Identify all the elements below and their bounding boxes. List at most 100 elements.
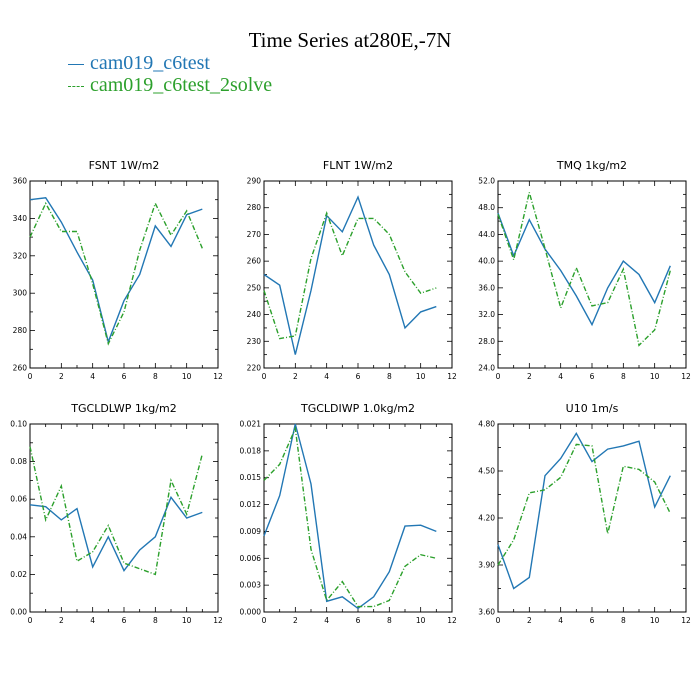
y-tick-label: 4.80 <box>478 420 495 429</box>
x-tick-label: 10 <box>650 372 660 381</box>
y-tick-label: 260 <box>13 364 28 373</box>
x-tick-label: 2 <box>59 616 64 625</box>
series-line-1 <box>497 432 671 590</box>
panel-title: U10 1m/s <box>566 402 619 415</box>
x-tick-label: 6 <box>356 372 361 381</box>
series-line-1 <box>497 212 671 327</box>
x-tick-label: 6 <box>590 616 595 625</box>
y-tick-label: 290 <box>247 177 262 186</box>
y-tick-label: 0.06 <box>10 495 27 504</box>
x-tick-label: 8 <box>387 372 392 381</box>
x-tick-label: 10 <box>416 616 426 625</box>
chart-panel: TGCLDIWP 1.0kg/m2 0 2 4 6 8 10 12 0.000 0.003 0.00… <box>240 402 457 625</box>
y-tick-label: 240 <box>247 310 262 319</box>
x-tick-label: 12 <box>681 372 691 381</box>
series-line-2 <box>497 192 671 347</box>
x-tick-label: 12 <box>447 616 457 625</box>
y-tick-label: 0.04 <box>10 532 27 541</box>
y-tick-label: 0.003 <box>240 581 262 590</box>
y-tick-label: 270 <box>247 230 262 239</box>
figure-title: Time Series at280E,-7N <box>248 28 452 52</box>
y-tick-label: 0.012 <box>240 500 262 509</box>
y-tick-label: 40.0 <box>478 257 495 266</box>
series-line-1 <box>263 195 437 355</box>
legend-label: cam019_c6test_2solve <box>90 74 273 96</box>
plot-frame <box>497 180 687 369</box>
series-line-1 <box>29 495 203 572</box>
y-tick-label: 0.015 <box>240 473 262 482</box>
x-tick-label: 10 <box>182 372 192 381</box>
x-tick-label: 6 <box>122 616 127 625</box>
x-tick-label: 10 <box>416 372 426 381</box>
x-tick-label: 2 <box>527 372 532 381</box>
series-line-2 <box>263 425 437 608</box>
x-tick-label: 2 <box>293 616 298 625</box>
y-tick-label: 340 <box>13 214 28 223</box>
y-tick-label: 24.0 <box>478 364 495 373</box>
panel-title: FLNT 1W/m2 <box>323 159 393 172</box>
x-tick-label: 12 <box>213 372 223 381</box>
x-tick-label: 8 <box>621 372 626 381</box>
x-tick-label: 6 <box>590 372 595 381</box>
y-tick-label: 300 <box>13 289 28 298</box>
y-tick-label: 0.000 <box>240 608 262 617</box>
x-tick-label: 2 <box>293 372 298 381</box>
x-tick-label: 6 <box>356 616 361 625</box>
panel-title: TMQ 1kg/m2 <box>556 159 627 172</box>
x-tick-label: 4 <box>324 616 329 625</box>
y-tick-label: 0.006 <box>240 554 262 563</box>
x-tick-label: 12 <box>213 616 223 625</box>
y-tick-label: 0.021 <box>240 420 262 429</box>
x-tick-label: 0 <box>28 372 33 381</box>
y-tick-label: 48.0 <box>478 203 495 212</box>
x-tick-label: 4 <box>558 616 563 625</box>
chart-panel: FSNT 1W/m2 0 2 4 6 8 10 12 260 280 300 320 340 360 <box>13 159 223 381</box>
series-line-1 <box>29 197 203 345</box>
x-tick-label: 4 <box>558 372 563 381</box>
x-tick-label: 0 <box>496 372 501 381</box>
panel-title: FSNT 1W/m2 <box>89 159 160 172</box>
legend-swatch-dashed <box>68 85 84 87</box>
y-tick-label: 260 <box>247 257 262 266</box>
x-tick-label: 10 <box>650 616 660 625</box>
series-line-2 <box>263 211 437 340</box>
y-tick-label: 0.018 <box>240 446 262 455</box>
x-tick-label: 0 <box>262 372 267 381</box>
y-tick-label: 4.20 <box>478 514 495 523</box>
legend-item-series-2: cam019_c6test_2solve <box>68 74 272 97</box>
y-tick-label: 280 <box>247 203 262 212</box>
plot-frame <box>263 423 453 613</box>
x-tick-label: 4 <box>90 372 95 381</box>
chart-panel: TGCLDLWP 1kg/m2 0 2 4 6 8 10 12 0.00 0.02 0.04 0.06… <box>10 402 223 625</box>
x-tick-label: 10 <box>182 616 192 625</box>
panel-title: TGCLDLWP 1kg/m2 <box>70 402 176 415</box>
y-tick-label: 250 <box>247 283 262 292</box>
y-tick-label: 44.0 <box>478 230 495 239</box>
y-tick-label: 360 <box>13 177 28 186</box>
chart-panel: TMQ 1kg/m2 0 2 4 6 8 10 12 24.0 28.0 32.0 36.0 40.0 4… <box>478 159 691 381</box>
x-tick-label: 12 <box>681 616 691 625</box>
x-tick-label: 8 <box>387 616 392 625</box>
x-tick-label: 8 <box>153 372 158 381</box>
x-tick-label: 4 <box>324 372 329 381</box>
y-tick-label: 32.0 <box>478 310 495 319</box>
y-tick-label: 3.60 <box>478 608 495 617</box>
y-tick-label: 220 <box>247 364 262 373</box>
y-tick-label: 230 <box>247 337 262 346</box>
y-tick-label: 0.08 <box>10 457 27 466</box>
series-line-2 <box>29 446 203 576</box>
legend-label: cam019_c6test <box>90 52 210 74</box>
y-tick-label: 0.009 <box>240 527 262 536</box>
y-tick-label: 0.02 <box>10 570 27 579</box>
plot-frame <box>497 423 687 613</box>
y-tick-label: 52.0 <box>478 177 495 186</box>
y-tick-label: 3.90 <box>478 561 495 570</box>
series-line-2 <box>29 201 203 346</box>
x-tick-label: 4 <box>90 616 95 625</box>
x-tick-label: 0 <box>496 616 501 625</box>
y-tick-label: 28.0 <box>478 337 495 346</box>
x-tick-label: 2 <box>527 616 532 625</box>
chart-panel: U10 1m/s 0 2 4 6 8 10 12 3.60 3.90 4.20 4.50 4.80 <box>478 402 691 625</box>
x-tick-label: 0 <box>262 616 267 625</box>
